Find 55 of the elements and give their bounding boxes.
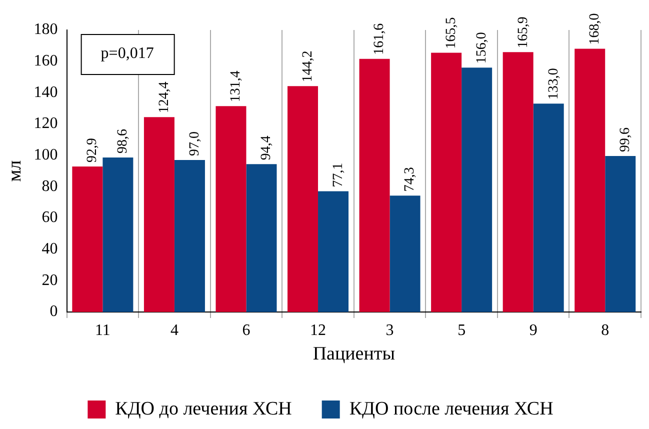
data-label: 124,4 (156, 82, 172, 114)
y-tick-label: 120 (34, 115, 58, 132)
annotation: p=0,017 (100, 45, 154, 62)
legend-label: КДО после лечения ХСН (349, 398, 554, 420)
x-tick-label: 3 (386, 322, 394, 339)
legend-label: КДО до лечения ХСН (115, 398, 292, 420)
data-label: 144,2 (300, 50, 316, 82)
bar (431, 52, 462, 312)
data-label: 161,6 (372, 23, 388, 55)
bar (288, 86, 318, 312)
x-axis-title: Пациенты (312, 344, 396, 365)
data-label: 168,0 (588, 13, 603, 45)
y-axis-title: мл (4, 160, 26, 182)
y-tick-label: 80 (42, 178, 58, 195)
y-tick-label: 140 (34, 84, 58, 101)
bar (502, 52, 534, 312)
data-label: 98,6 (116, 129, 131, 154)
data-label: 77,1 (330, 162, 346, 188)
data-label: 74,3 (402, 167, 418, 192)
y-tick-label: 100 (34, 146, 58, 164)
bar (359, 58, 390, 312)
x-tick-label: 4 (170, 322, 178, 339)
data-label: 92,9 (85, 138, 100, 162)
data-label: 156,0 (474, 32, 490, 64)
y-tick-label: 20 (42, 272, 58, 289)
bar (462, 68, 492, 312)
x-tick-label: 5 (458, 322, 466, 339)
bar (72, 166, 103, 312)
data-label: 165,9 (516, 16, 531, 48)
x-tick-label: 12 (310, 322, 326, 339)
x-tick-label: 9 (529, 322, 538, 339)
bar (574, 48, 606, 312)
y-tick-label: 60 (42, 209, 58, 226)
bar (390, 196, 420, 312)
bar (102, 158, 134, 312)
x-tick-label: 6 (242, 322, 250, 339)
data-label: 97,0 (187, 132, 202, 156)
data-label: 165,5 (444, 17, 459, 49)
bar (533, 104, 564, 312)
y-tick-label: 180 (34, 21, 58, 38)
bar (318, 191, 349, 312)
bar (246, 164, 277, 312)
bar (216, 106, 246, 312)
y-tick-label: 160 (34, 52, 58, 70)
data-label: 133,0 (546, 68, 562, 100)
data-label: 94,4 (259, 136, 274, 160)
x-tick-label: 8 (601, 322, 610, 339)
y-tick-label: 0 (50, 303, 58, 320)
data-label: 99,6 (618, 127, 634, 152)
y-tick-label: 40 (42, 240, 58, 258)
x-tick-label: 11 (94, 322, 110, 339)
bar (605, 156, 636, 312)
bar (174, 160, 205, 312)
bar (144, 117, 174, 312)
data-label: 131,4 (228, 70, 244, 102)
